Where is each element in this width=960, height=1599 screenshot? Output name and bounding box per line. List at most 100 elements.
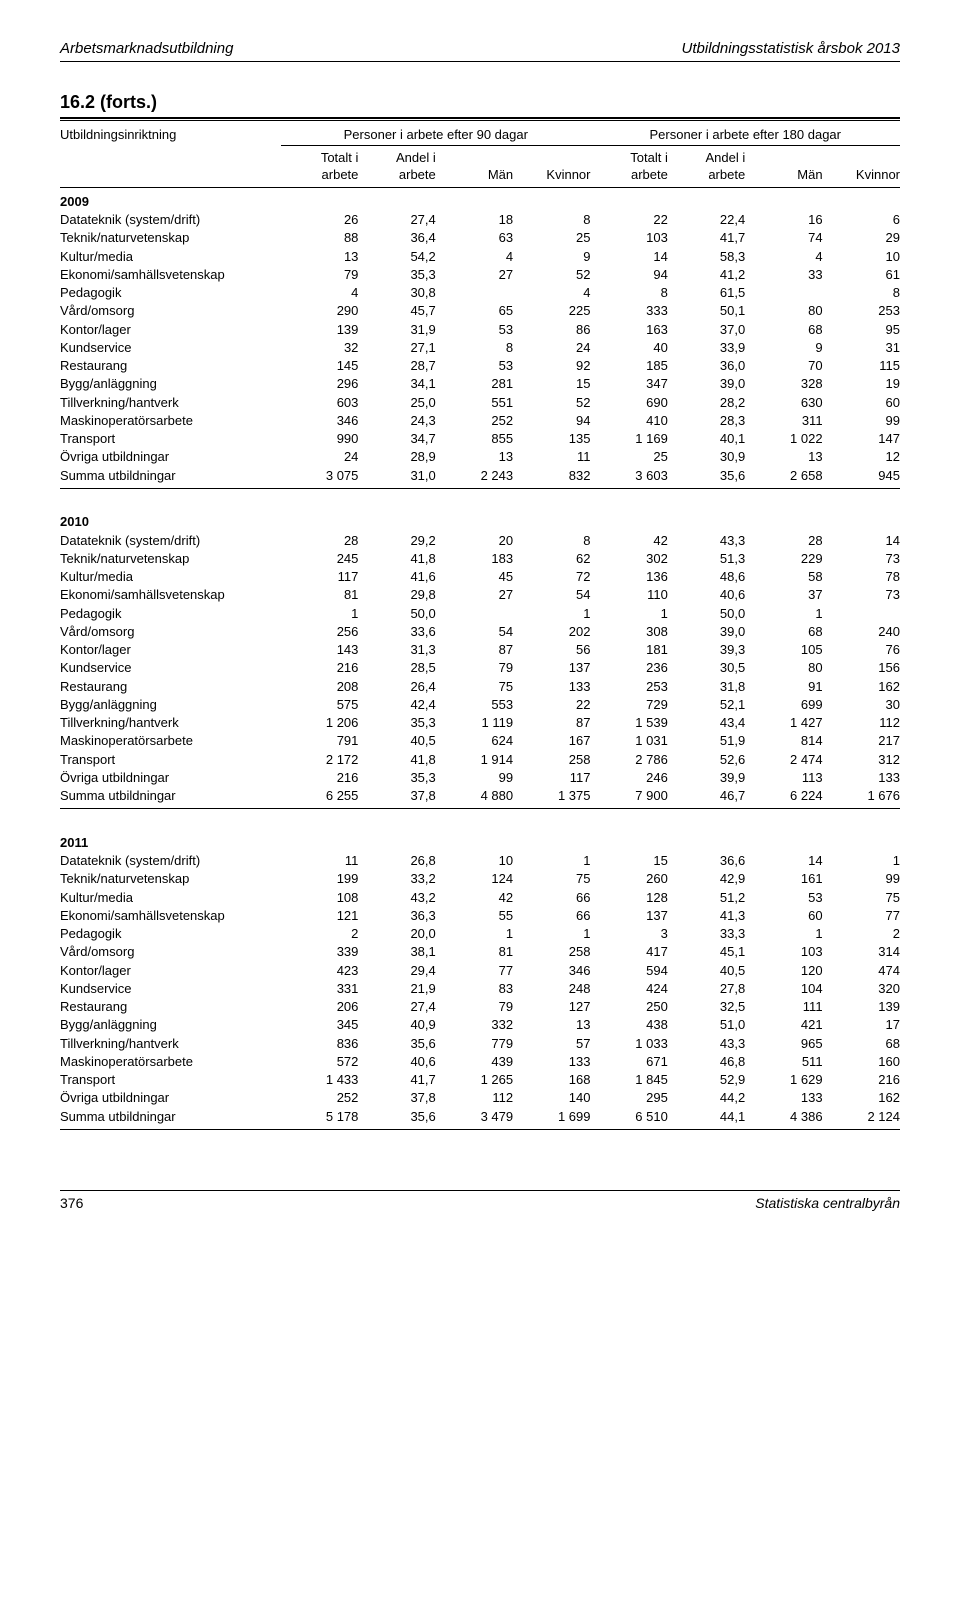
cell: 1 914: [436, 751, 513, 769]
cell: 575: [281, 696, 358, 714]
cell: 671: [590, 1053, 667, 1071]
cell: 127: [513, 998, 590, 1016]
cell: 295: [590, 1089, 667, 1107]
cell: 26,8: [358, 852, 435, 870]
year-label: 2010: [60, 508, 900, 531]
cell: 80: [745, 302, 822, 320]
cell: 1: [513, 925, 590, 943]
year-label: 2011: [60, 829, 900, 852]
cell: 75: [513, 870, 590, 888]
cell: 328: [745, 375, 822, 393]
table-row: Kontor/lager13931,9538616337,06895: [60, 321, 900, 339]
cell: 43,3: [668, 532, 745, 550]
block-separator: [60, 1126, 900, 1130]
cell: 41,3: [668, 907, 745, 925]
cell: 29,8: [358, 586, 435, 604]
cell: 10: [823, 248, 900, 266]
cell: 58: [745, 568, 822, 586]
cell: 14: [823, 532, 900, 550]
cell: 4 386: [745, 1108, 822, 1126]
cell: 39,9: [668, 769, 745, 787]
cell: 73: [823, 586, 900, 604]
block-spacer: [60, 488, 900, 508]
cell: 40: [590, 339, 667, 357]
cell: 140: [513, 1089, 590, 1107]
row-label: Kundservice: [60, 980, 281, 998]
cell: 66: [513, 889, 590, 907]
cell: 296: [281, 375, 358, 393]
cell: 62: [513, 550, 590, 568]
cell: 57: [513, 1035, 590, 1053]
cell: 281: [436, 375, 513, 393]
cell: 79: [281, 266, 358, 284]
row-label: Transport: [60, 430, 281, 448]
cell: 133: [823, 769, 900, 787]
cell: 40,6: [668, 586, 745, 604]
cell: 25,0: [358, 394, 435, 412]
cell: 21,9: [358, 980, 435, 998]
cell: 137: [590, 907, 667, 925]
cell: 120: [745, 962, 822, 980]
cell: 31,8: [668, 678, 745, 696]
year-label: 2009: [60, 187, 900, 211]
cell: 258: [513, 751, 590, 769]
cell: 94: [590, 266, 667, 284]
cell: 22: [513, 696, 590, 714]
cell: [823, 605, 900, 623]
row-label: Vård/omsorg: [60, 943, 281, 961]
cell: 28,3: [668, 412, 745, 430]
row-label: Kundservice: [60, 339, 281, 357]
cell: 4: [745, 248, 822, 266]
table-row: Restaurang14528,7539218536,070115: [60, 357, 900, 375]
row-label: Övriga utbildningar: [60, 448, 281, 466]
cell: 832: [513, 467, 590, 485]
col-rowlabel: Utbildningsinriktning: [60, 121, 281, 187]
cell: 39,0: [668, 623, 745, 641]
cell: 438: [590, 1016, 667, 1034]
cell: 30,9: [668, 448, 745, 466]
cell: [436, 605, 513, 623]
row-label: Summa utbildningar: [60, 467, 281, 485]
row-label: Pedagogik: [60, 284, 281, 302]
table-row: Ekonomi/samhällsvetenskap7935,327529441,…: [60, 266, 900, 284]
cell: 28,5: [358, 659, 435, 677]
cell: 52,6: [668, 751, 745, 769]
table-row: Vård/omsorg25633,65420230839,068240: [60, 623, 900, 641]
table-row: Transport99034,78551351 16940,11 022147: [60, 430, 900, 448]
cell: 417: [590, 943, 667, 961]
cell: 25: [590, 448, 667, 466]
cell: 50,0: [668, 605, 745, 623]
col-sub-3: Kvinnor: [513, 146, 590, 188]
cell: 41,7: [358, 1071, 435, 1089]
row-label: Transport: [60, 1071, 281, 1089]
row-label: Transport: [60, 751, 281, 769]
cell: 42: [436, 889, 513, 907]
cell: 105: [745, 641, 822, 659]
cell: 624: [436, 732, 513, 750]
cell: 855: [436, 430, 513, 448]
cell: 302: [590, 550, 667, 568]
cell: 1: [745, 605, 822, 623]
cell: 26: [281, 211, 358, 229]
cell: 33,9: [668, 339, 745, 357]
cell: 225: [513, 302, 590, 320]
cell: 133: [513, 678, 590, 696]
cell: 216: [281, 659, 358, 677]
cell: [436, 284, 513, 302]
cell: 50,0: [358, 605, 435, 623]
cell: 8: [823, 284, 900, 302]
table-row: Transport2 17241,81 9142582 78652,62 474…: [60, 751, 900, 769]
cell: 836: [281, 1035, 358, 1053]
cell: 3: [590, 925, 667, 943]
cell: 346: [281, 412, 358, 430]
cell: 112: [823, 714, 900, 732]
page-footer: 376 Statistiska centralbyrån: [60, 1190, 900, 1211]
cell: 31: [823, 339, 900, 357]
cell: 630: [745, 394, 822, 412]
table-row: Ekonomi/samhällsvetenskap12136,355661374…: [60, 907, 900, 925]
table-row: Kundservice21628,57913723630,580156: [60, 659, 900, 677]
cell: 40,1: [668, 430, 745, 448]
cell: 2 243: [436, 467, 513, 485]
cell: 43,2: [358, 889, 435, 907]
cell: 137: [513, 659, 590, 677]
